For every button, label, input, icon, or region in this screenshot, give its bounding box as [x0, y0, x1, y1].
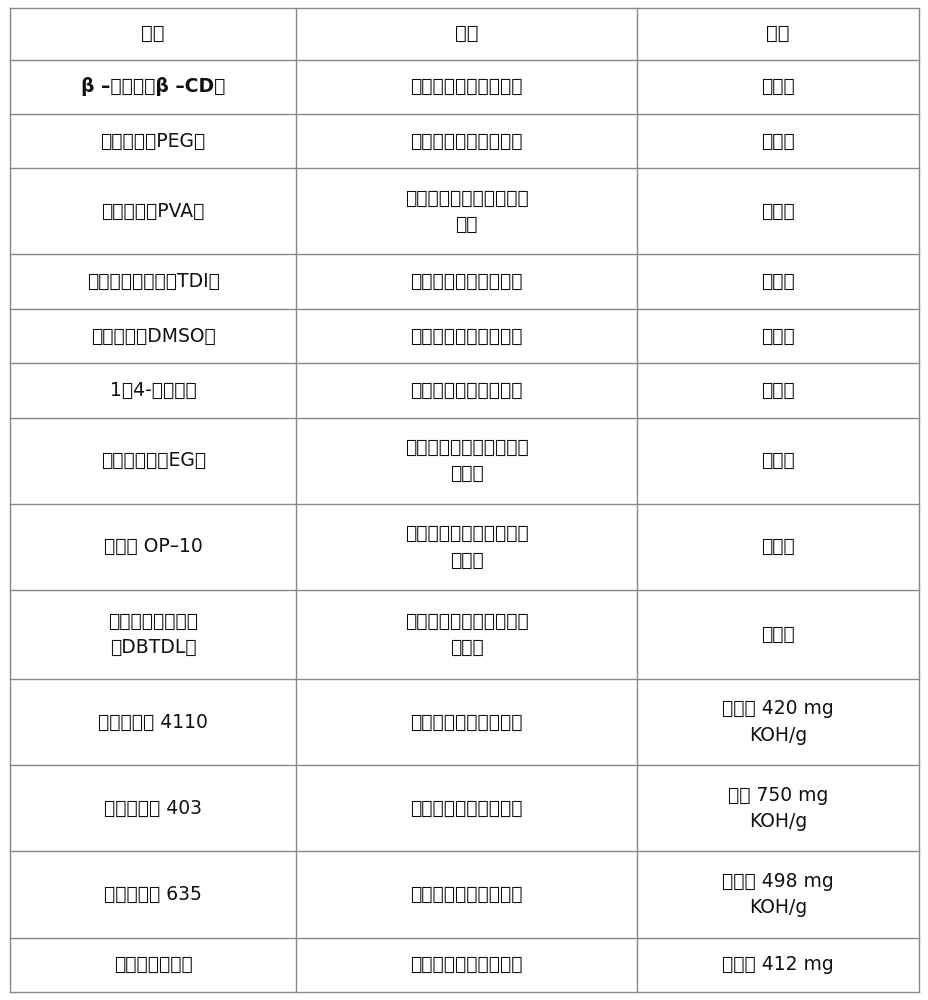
Text: 上海晶纯试剂有限公司: 上海晶纯试剂有限公司 — [410, 272, 522, 291]
Text: 聚醚多元醇 635: 聚醚多元醇 635 — [104, 885, 202, 904]
Text: 聚乙烯醇（PVA）: 聚乙烯醇（PVA） — [101, 202, 205, 221]
Text: 工业级: 工业级 — [760, 202, 794, 221]
Text: 上海国药集团化学试剂有
限公司: 上海国药集团化学试剂有 限公司 — [405, 612, 528, 657]
Text: 分析纯: 分析纯 — [760, 77, 794, 96]
Text: 聚乙二醇（PEG）: 聚乙二醇（PEG） — [100, 132, 206, 151]
Text: 纯度: 纯度 — [766, 24, 789, 43]
Text: 分析纯: 分析纯 — [760, 326, 794, 346]
Text: 上海高桥石油化工公司: 上海高桥石油化工公司 — [410, 799, 522, 818]
Text: 羟値为 498 mg
KOH/g: 羟値为 498 mg KOH/g — [721, 872, 833, 917]
Text: 乔化剂 OP–10: 乔化剂 OP–10 — [104, 537, 202, 556]
Text: 羟値为 420 mg
KOH/g: 羟値为 420 mg KOH/g — [721, 699, 833, 745]
Text: 上海高桥石油化工公司: 上海高桥石油化工公司 — [410, 713, 522, 732]
Text: 聚醚多元醇 4110: 聚醚多元醇 4110 — [98, 713, 208, 732]
Text: 芳香聚酯多元醇: 芳香聚酯多元醇 — [113, 955, 192, 974]
Text: 羟値为 412 mg: 羟値为 412 mg — [721, 955, 833, 974]
Text: 二月桂酸二丁基锡
（DBTDL）: 二月桂酸二丁基锡 （DBTDL） — [108, 612, 198, 657]
Text: 分析纯: 分析纯 — [760, 272, 794, 291]
Text: β –环糊精（β –CD）: β –环糊精（β –CD） — [81, 77, 226, 96]
Text: 南京化学试剂有限公司: 南京化学试剂有限公司 — [410, 326, 522, 346]
Text: 分析纯: 分析纯 — [760, 537, 794, 556]
Text: 上海炼升化工有限公司: 上海炼升化工有限公司 — [410, 955, 522, 974]
Text: 广东中鹏化工有限公司: 广东中鹏化工有限公司 — [410, 132, 522, 151]
Text: 中石化上海石化股份有限
公司: 中石化上海石化股份有限 公司 — [405, 189, 528, 234]
Text: 分析纯: 分析纯 — [760, 625, 794, 644]
Text: 厂家: 厂家 — [455, 24, 478, 43]
Text: 上海晶纯试剂有限公司: 上海晶纯试剂有限公司 — [410, 77, 522, 96]
Text: 二甲亚督（DMSO）: 二甲亚督（DMSO） — [91, 326, 215, 346]
Text: 青岛南墓宏达石墨制品有
限公司: 青岛南墓宏达石墨制品有 限公司 — [405, 438, 528, 483]
Text: 上海国药集团化学试剂有
限公司: 上海国药集团化学试剂有 限公司 — [405, 524, 528, 570]
Text: 羟値 750 mg
KOH/g: 羟値 750 mg KOH/g — [728, 786, 828, 831]
Text: 工业级: 工业级 — [760, 451, 794, 470]
Text: 可膨胀石墨（EG）: 可膨胀石墨（EG） — [100, 451, 205, 470]
Text: 分析纯: 分析纯 — [760, 381, 794, 400]
Text: 上海高桥石油化工公司: 上海高桥石油化工公司 — [410, 885, 522, 904]
Text: 南京化学试剂有限公司: 南京化学试剂有限公司 — [410, 381, 522, 400]
Text: 名称: 名称 — [141, 24, 165, 43]
Text: 1，4-二氧六环: 1，4-二氧六环 — [110, 381, 197, 400]
Text: 工业级: 工业级 — [760, 132, 794, 151]
Text: 聚醚多元醇 403: 聚醚多元醇 403 — [104, 799, 202, 818]
Text: 甲苯二异氰酸酯（TDI）: 甲苯二异氰酸酯（TDI） — [86, 272, 219, 291]
